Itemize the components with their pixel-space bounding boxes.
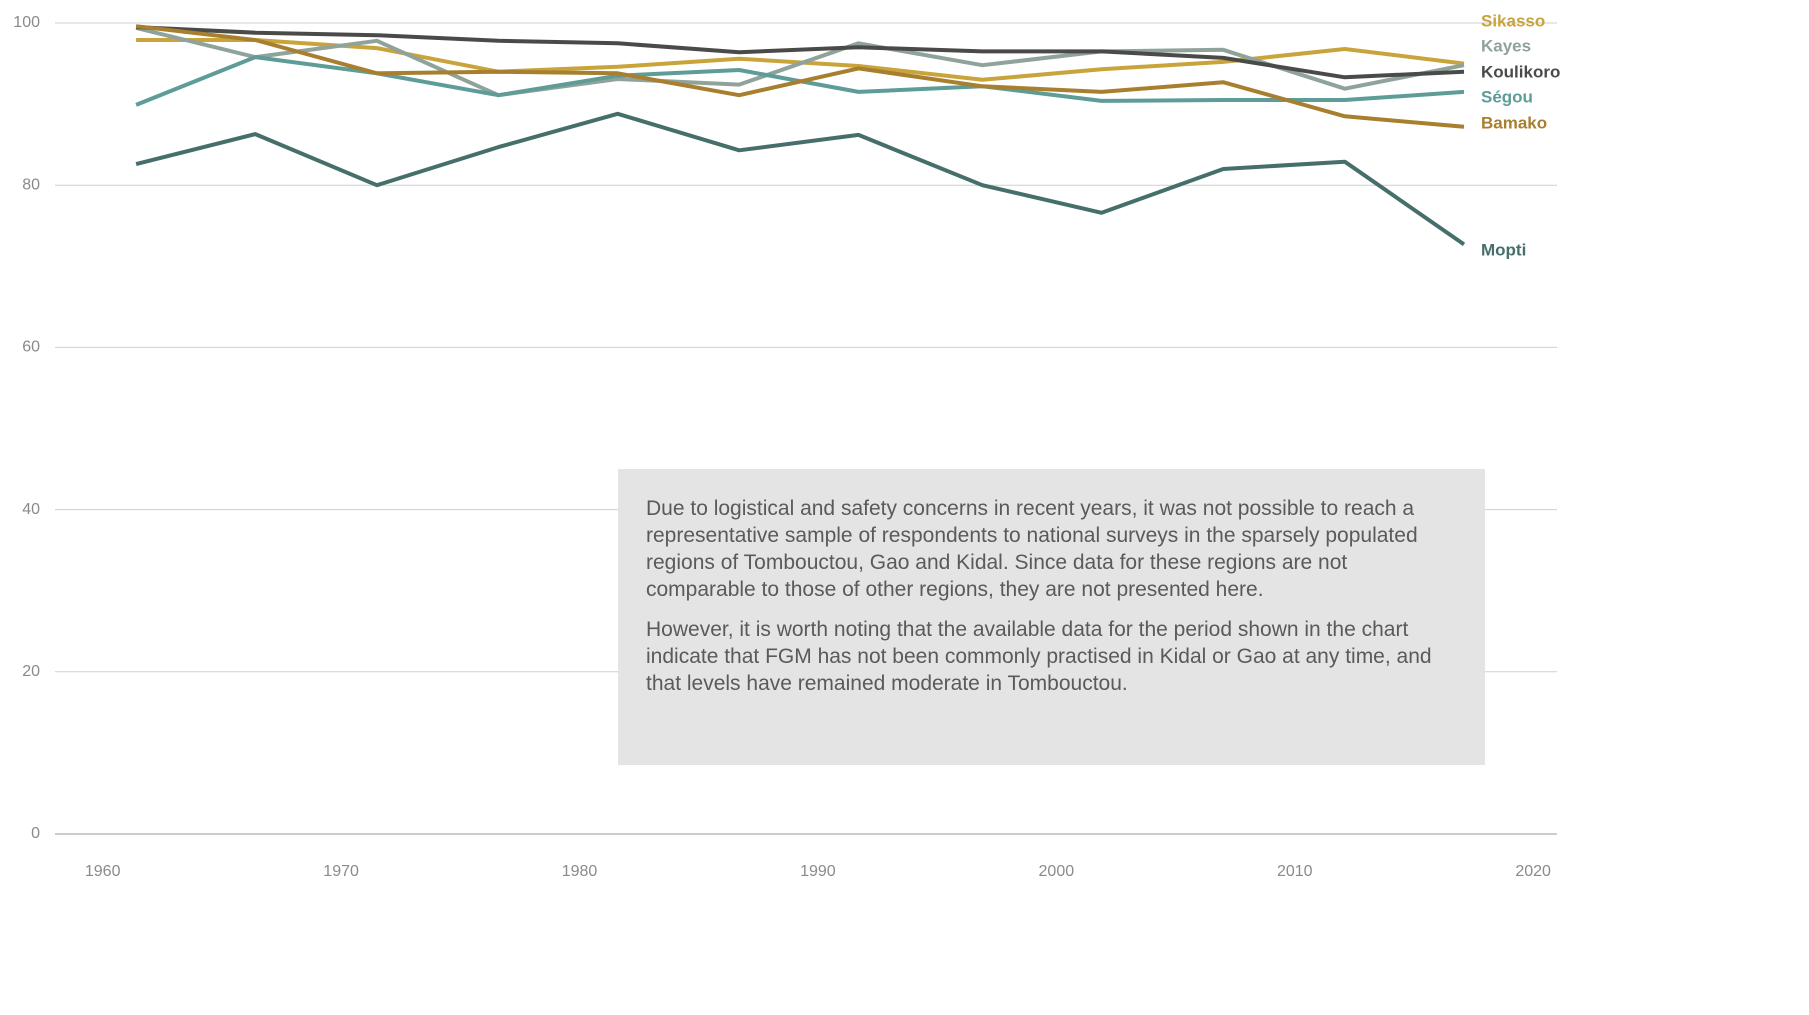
x-tick-label: 1970	[323, 863, 359, 880]
series-label: Bamako	[1481, 113, 1547, 132]
series-line	[135, 111, 1466, 247]
series-label: Kayes	[1481, 36, 1531, 55]
series-label: Mopti	[1481, 240, 1526, 259]
y-tick-label: 60	[22, 339, 40, 356]
series-label: Sikasso	[1481, 11, 1545, 30]
series-label: Ségou	[1481, 87, 1533, 106]
y-tick-label: 40	[22, 501, 40, 518]
y-tick-label: 80	[22, 176, 40, 193]
x-tick-label: 2000	[1039, 863, 1075, 880]
y-tick-label: 0	[31, 825, 40, 842]
series-line	[136, 25, 1465, 80]
note-text: Due to logistical and safety concerns in…	[646, 497, 1418, 601]
x-tick-label: 2020	[1515, 863, 1551, 880]
x-tick-label: 2010	[1277, 863, 1313, 880]
x-tick-label: 1960	[85, 863, 121, 880]
y-tick-label: 20	[22, 663, 40, 680]
x-tick-label: 1990	[800, 863, 836, 880]
series-line	[135, 25, 1465, 98]
series-line	[135, 24, 1465, 129]
note-text: However, it is worth noting that the ava…	[646, 618, 1432, 695]
x-tick-label: 1980	[562, 863, 598, 880]
note-box: Due to logistical and safety concerns in…	[618, 469, 1485, 765]
series-label: Koulikoro	[1481, 62, 1560, 81]
y-tick-label: 100	[13, 14, 40, 31]
